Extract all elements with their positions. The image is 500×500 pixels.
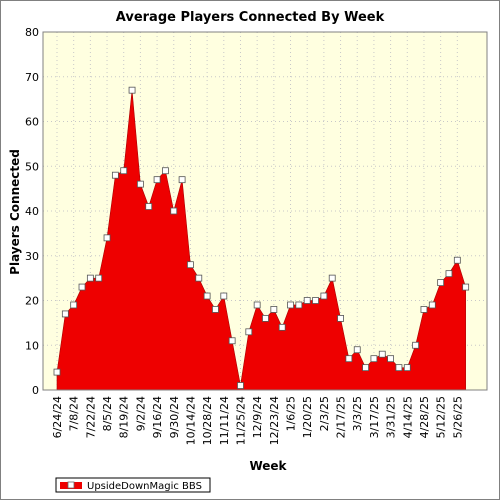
x-tick-label: 1/6/25 bbox=[285, 396, 298, 431]
data-point-marker bbox=[303, 297, 311, 304]
marker-layer bbox=[53, 86, 470, 389]
x-tick-label: 4/14/25 bbox=[401, 396, 414, 438]
x-tick-label: 1/20/25 bbox=[301, 396, 314, 438]
data-point-marker bbox=[70, 301, 78, 309]
data-point-marker bbox=[95, 274, 103, 282]
data-point-marker bbox=[312, 297, 319, 304]
data-point-marker bbox=[203, 292, 211, 300]
legend: UpsideDownMagic BBS bbox=[55, 477, 211, 493]
y-tick-label: 30 bbox=[25, 250, 39, 263]
x-tick-label: 5/26/25 bbox=[451, 396, 464, 438]
data-point-marker bbox=[103, 234, 111, 242]
y-axis-title: Players Connected bbox=[8, 149, 22, 275]
x-tick-label: 11/11/24 bbox=[218, 396, 231, 445]
data-point-marker bbox=[462, 283, 470, 291]
data-point-marker bbox=[453, 256, 461, 264]
data-point-marker bbox=[145, 203, 153, 210]
y-tick-label: 70 bbox=[25, 71, 39, 84]
data-point-marker bbox=[403, 364, 411, 372]
data-point-marker bbox=[78, 283, 86, 291]
data-point-marker bbox=[136, 180, 144, 188]
data-point-marker bbox=[153, 176, 161, 184]
legend-label: UpsideDownMagic BBS bbox=[87, 481, 202, 492]
x-tick-label: 7/8/24 bbox=[68, 396, 81, 431]
x-tick-label: 2/3/25 bbox=[318, 396, 331, 431]
legend-box bbox=[55, 477, 211, 493]
data-point-marker bbox=[195, 274, 203, 282]
x-tick-label: 4/28/25 bbox=[418, 396, 431, 438]
data-point-marker bbox=[370, 355, 378, 363]
y-axis-ticks: 0 10 20 30 40 50 60 70 80 bbox=[25, 26, 39, 397]
x-tick-label: 11/25/24 bbox=[234, 396, 247, 445]
x-axis-title: Week bbox=[249, 459, 287, 473]
y-tick-label: 40 bbox=[25, 205, 39, 218]
x-tick-label: 12/23/24 bbox=[268, 396, 281, 445]
x-tick-label: 3/3/25 bbox=[351, 396, 364, 431]
data-point-marker bbox=[320, 292, 328, 300]
data-point-marker bbox=[362, 364, 369, 372]
x-tick-label: 3/31/25 bbox=[385, 396, 398, 438]
data-point-marker bbox=[53, 368, 61, 376]
y-tick-label: 80 bbox=[25, 26, 39, 39]
x-tick-label: 10/28/24 bbox=[201, 396, 214, 445]
data-point-marker bbox=[61, 310, 69, 318]
data-point-marker bbox=[395, 364, 403, 372]
x-tick-label: 9/16/24 bbox=[151, 396, 164, 438]
x-tick-label: 5/12/25 bbox=[435, 396, 448, 438]
data-point-marker bbox=[170, 207, 178, 215]
data-point-marker bbox=[245, 328, 253, 336]
x-tick-label: 3/17/25 bbox=[368, 396, 381, 438]
data-point-marker bbox=[120, 167, 128, 175]
data-point-marker bbox=[337, 314, 344, 322]
data-point-marker bbox=[378, 350, 386, 358]
data-point-marker bbox=[187, 261, 194, 269]
data-point-marker bbox=[212, 306, 219, 313]
data-point-marker bbox=[412, 341, 420, 349]
x-tick-label: 12/9/24 bbox=[251, 396, 264, 438]
x-tick-label: 2/17/25 bbox=[335, 396, 348, 438]
x-tick-label: 10/14/24 bbox=[184, 396, 197, 445]
y-tick-label: 0 bbox=[32, 384, 39, 397]
data-point-marker bbox=[287, 301, 294, 309]
data-point-marker bbox=[111, 171, 119, 179]
legend-marker bbox=[67, 481, 75, 489]
y-tick-label: 50 bbox=[25, 160, 39, 173]
data-point-marker bbox=[228, 337, 236, 345]
x-tick-label: 8/5/24 bbox=[101, 396, 114, 431]
data-point-marker bbox=[328, 274, 336, 282]
data-point-marker bbox=[128, 86, 136, 94]
data-point-marker bbox=[428, 301, 436, 309]
x-tick-label: 7/22/24 bbox=[84, 396, 97, 438]
chart-title: Average Players Connected By Week bbox=[116, 10, 385, 25]
data-point-marker bbox=[220, 292, 228, 300]
data-point-marker bbox=[353, 346, 361, 354]
x-tick-label: 8/19/24 bbox=[118, 396, 131, 438]
data-point-marker bbox=[345, 355, 353, 363]
x-tick-label: 6/24/24 bbox=[51, 396, 64, 438]
x-tick-label: 9/2/24 bbox=[134, 396, 147, 431]
x-axis-ticks: 6/24/24 7/8/24 7/22/24 8/5/24 8/19/24 9/2/24 9… bbox=[51, 396, 464, 445]
data-point-marker bbox=[420, 306, 428, 313]
data-point-marker bbox=[262, 314, 269, 322]
y-tick-label: 20 bbox=[25, 295, 39, 308]
y-tick-label: 10 bbox=[25, 339, 39, 352]
data-point-marker bbox=[387, 355, 395, 363]
data-point-marker bbox=[270, 306, 278, 313]
data-point-marker bbox=[445, 270, 453, 278]
data-point-marker bbox=[278, 323, 286, 331]
data-point-marker bbox=[437, 279, 445, 287]
data-point-marker bbox=[295, 301, 303, 309]
y-tick-label: 60 bbox=[25, 116, 39, 129]
x-tick-label: 9/30/24 bbox=[168, 396, 181, 438]
data-point-marker bbox=[162, 167, 169, 175]
data-point-marker bbox=[178, 176, 186, 184]
plot-border bbox=[42, 31, 488, 391]
data-point-marker bbox=[237, 382, 244, 389]
data-point-marker bbox=[86, 274, 94, 282]
data-point-marker bbox=[253, 301, 261, 309]
